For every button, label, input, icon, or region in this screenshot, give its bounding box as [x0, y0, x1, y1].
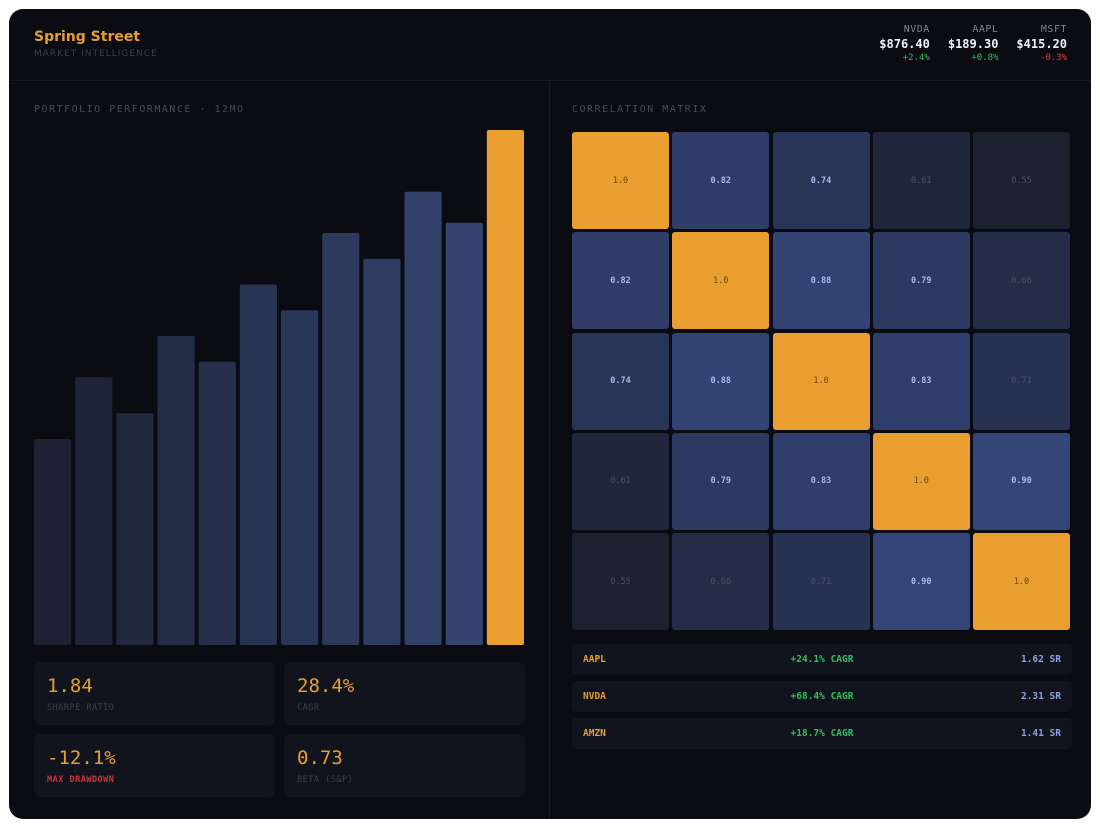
matrix-cell[interactable]: 1.0: [872, 432, 970, 530]
matrix-cell[interactable]: 0.79: [672, 432, 770, 530]
matrix-cell[interactable]: 0.61: [872, 132, 970, 229]
chart-bar: [404, 191, 442, 646]
holding-sharpe: 1.62 SR: [1020, 654, 1061, 665]
ticker-symbol: NVDA: [903, 24, 930, 35]
matrix-cell[interactable]: 1.0: [672, 232, 770, 330]
dashboard-frame: Spring Street MARKET INTELLIGENCE NVDA $…: [9, 9, 1091, 819]
matrix-cell[interactable]: 0.66: [973, 232, 1070, 330]
brand-name: Spring Street: [34, 29, 141, 45]
holding-cagr: +68.4% CAGR: [790, 691, 854, 702]
ticker-price: $189.30: [947, 37, 999, 51]
holding-cagr: +24.1% CAGR: [790, 654, 854, 665]
holding-sharpe: 1.41 SR: [1020, 728, 1061, 739]
holding-symbol: AMZN: [583, 728, 606, 739]
stat-label: MAX DRAWDOWN: [47, 775, 115, 785]
chart-bar: [34, 439, 72, 645]
ticker-aapl[interactable]: AAPL $189.30 +0.8%: [948, 24, 999, 63]
stat-beta: 0.73 BETA (S&P): [284, 734, 525, 797]
correlation-matrix: 1.0 0.82 0.74 0.61 0.55 0.82 1.0 0.88 0.79 0.66 0.…: [572, 132, 1072, 632]
ticker-change: -0.3%: [1039, 53, 1067, 63]
matrix-cell[interactable]: 0.55: [572, 533, 669, 630]
panel-divider: [549, 81, 550, 819]
matrix-cell[interactable]: 0.79: [872, 232, 970, 330]
matrix-cell[interactable]: 1.0: [572, 132, 669, 229]
matrix-cell[interactable]: 0.55: [973, 132, 1070, 229]
matrix-cell[interactable]: 1.0: [973, 533, 1070, 630]
stat-value: -12.1%: [47, 747, 116, 769]
stat-cagr: 28.4% CAGR: [284, 662, 525, 725]
holding-sharpe: 2.31 SR: [1020, 691, 1061, 702]
brand-subtitle: MARKET INTELLIGENCE: [34, 49, 158, 59]
matrix-cell[interactable]: 0.74: [572, 332, 669, 430]
holding-cagr: +18.7% CAGR: [790, 728, 854, 739]
matrix-cell[interactable]: 0.83: [772, 432, 870, 530]
chart-bar: [116, 413, 154, 645]
stat-label: CAGR: [297, 703, 320, 713]
header: Spring Street MARKET INTELLIGENCE NVDA $…: [9, 9, 1091, 81]
matrix-cell[interactable]: 0.88: [672, 332, 770, 430]
chart-bar: [281, 310, 319, 645]
ticker-nvda[interactable]: NVDA $876.40 +2.4%: [879, 24, 930, 63]
performance-bar-chart: [34, 130, 524, 646]
ticker-symbol: MSFT: [1040, 24, 1067, 35]
matrix-cell[interactable]: 0.82: [672, 132, 770, 229]
chart-bar: [445, 222, 483, 645]
matrix-cell[interactable]: 0.71: [772, 533, 870, 630]
matrix-cell[interactable]: 0.61: [572, 432, 669, 530]
ticker-msft[interactable]: MSFT $415.20 -0.3%: [1016, 24, 1067, 63]
stat-sharpe-ratio: 1.84 SHARPE RATIO: [34, 662, 275, 725]
matrix-cell[interactable]: 0.90: [872, 533, 970, 630]
stat-value: 0.73: [297, 747, 343, 769]
ticker-price: $415.20: [1016, 37, 1067, 51]
matrix-cell[interactable]: 0.74: [772, 132, 870, 229]
holding-row-aapl[interactable]: AAPL +24.1% CAGR 1.62 SR: [572, 644, 1072, 675]
matrix-cell[interactable]: 0.71: [973, 332, 1070, 430]
stat-label: BETA (S&P): [297, 775, 354, 785]
holding-symbol: AAPL: [583, 654, 606, 665]
matrix-cell[interactable]: 0.82: [572, 232, 669, 330]
chart-bar: [239, 284, 277, 645]
chart-bar: [363, 258, 401, 645]
correlation-title: CORRELATION MATRIX: [572, 104, 708, 115]
matrix-cell[interactable]: 0.83: [872, 332, 970, 430]
holding-symbol: NVDA: [583, 691, 606, 702]
ticker-change: +0.8%: [971, 53, 999, 63]
chart-bar: [157, 336, 195, 645]
holding-row-nvda[interactable]: NVDA +68.4% CAGR 2.31 SR: [572, 681, 1072, 712]
stat-label: SHARPE RATIO: [47, 703, 115, 713]
ticker-strip: NVDA $876.40 +2.4% AAPL $189.30 +0.8% MS…: [879, 24, 1067, 63]
chart-bar: [322, 233, 360, 645]
stat-max-drawdown: -12.1% MAX DRAWDOWN: [34, 734, 275, 797]
performance-title: PORTFOLIO PERFORMANCE · 12MO: [34, 104, 245, 115]
matrix-cell[interactable]: 0.90: [973, 432, 1070, 530]
matrix-cell[interactable]: 0.88: [772, 232, 870, 330]
matrix-cell[interactable]: 1.0: [772, 332, 870, 430]
ticker-symbol: AAPL: [972, 24, 999, 35]
stat-value: 28.4%: [297, 675, 355, 697]
holding-row-amzn[interactable]: AMZN +18.7% CAGR 1.41 SR: [572, 718, 1072, 749]
chart-bar: [486, 130, 524, 645]
matrix-cell[interactable]: 0.66: [672, 533, 770, 630]
chart-bar: [198, 361, 236, 645]
ticker-change: +2.4%: [902, 53, 930, 63]
ticker-price: $876.40: [879, 37, 930, 51]
chart-bar: [75, 377, 113, 645]
stat-value: 1.84: [47, 675, 93, 697]
